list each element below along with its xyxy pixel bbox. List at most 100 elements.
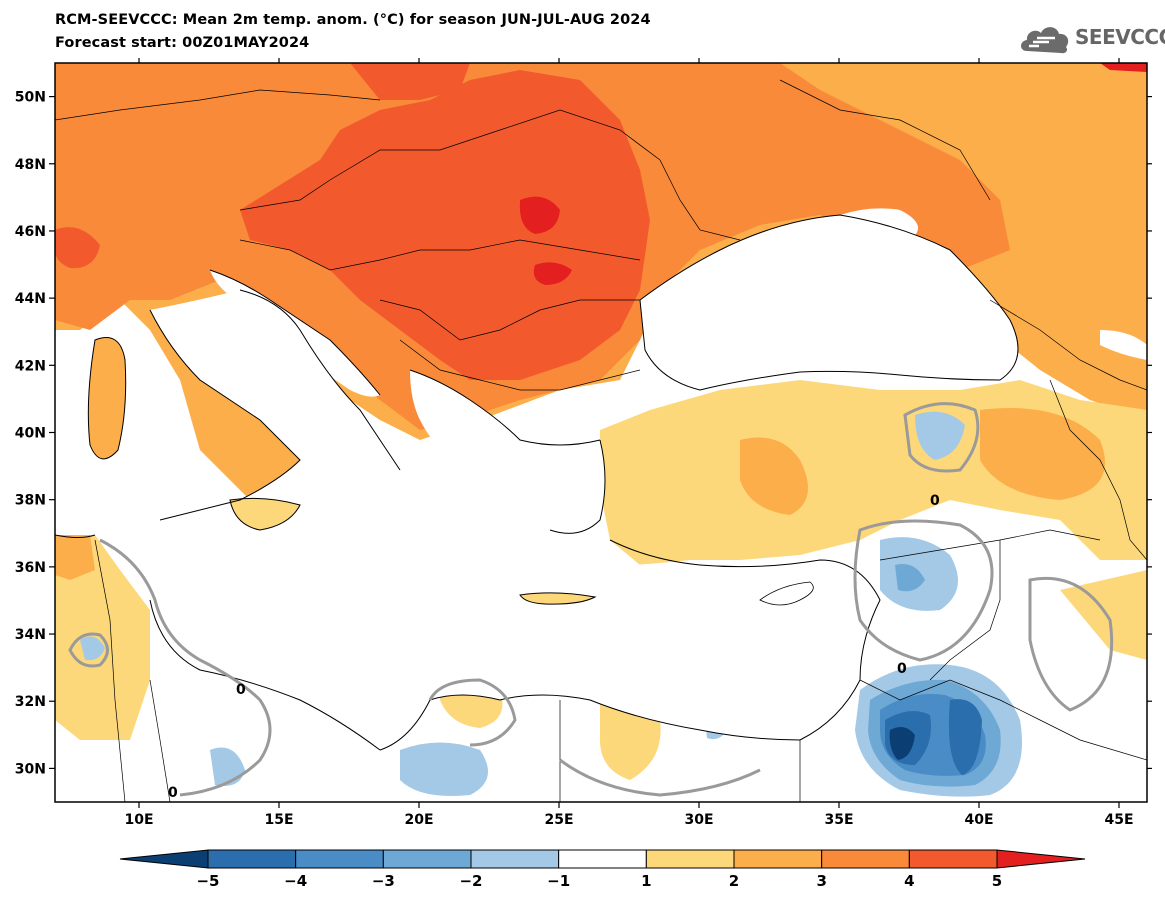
colorbar-label: −5 [196,872,219,890]
colorbar-label: 2 [729,872,739,890]
colorbar-label: 5 [992,872,1002,890]
levant-coast [609,539,881,741]
border-algeria-tunisia [94,539,126,802]
sicily [230,498,300,530]
colorbar-label: 3 [816,872,826,890]
lon-tick-label: 30E [684,812,713,828]
colorbar-segment-min [119,849,209,869]
lon-tick-label: 40E [964,812,993,828]
anomaly-band-2-3-sardinia [88,337,126,459]
anomaly-band-4-5 [240,70,650,380]
border-iran [1049,379,1147,561]
anomaly-band-lt-neg5 [889,726,915,760]
anomaly-band-2-3-anatolia-b [980,408,1105,500]
seevccc-logo: SEEVCCC [1017,19,1165,59]
border-syria-iraq [929,540,1001,681]
colorbar-segment-max [996,849,1086,869]
anomaly-fields [55,63,1147,802]
colorbar-segment [295,849,384,869]
zero-contour-turkey [903,402,980,473]
anomaly-band-4-5-north [350,63,470,100]
lat-tick-label: 38N [15,493,46,509]
black-sea-coast [639,214,1019,391]
lat-tick-label: 48N [15,157,46,173]
mediterranean-sea [146,290,880,750]
colorbar-segment [382,849,472,869]
anomaly-band-gt5-b [533,262,572,285]
border-balkan-b [399,339,641,391]
zero-contour-libya [428,678,517,747]
anomaly-band-neg2-neg1-tunisia [80,636,105,661]
colorbar-label: 4 [904,872,914,890]
anomaly-band-gt5-c [1100,63,1147,72]
colorbar-label: −3 [372,872,395,890]
zero-contour-syria [853,519,994,662]
border-caucasus [989,299,1147,391]
country-borders [55,79,1147,802]
sea-of-azov [840,208,918,240]
crete [520,592,595,605]
colorbar-label: −2 [459,872,482,890]
colorbar-label: −1 [547,872,570,890]
cloud-icon [1021,27,1069,54]
anomaly-band-4-5-west [55,227,100,269]
lat-tick-label: 30N [15,761,46,777]
zero-label-2: 0 [930,493,940,509]
greece-north-coast [409,369,601,446]
border-tunisia-libya [149,679,171,802]
border-jordan [859,679,1147,761]
lon-tick-label: 35E [824,812,853,828]
sicily-coast [229,497,301,531]
colorbar-label: −4 [284,872,307,890]
border-balkan-a [379,299,640,341]
zero-label-1: 0 [236,682,246,698]
border-east-a [619,129,741,241]
adriatic-sea [210,270,380,397]
colorbar-segment [558,849,647,869]
colorbar: −5 −4 −3 −2 −1 1 2 3 4 5 [119,849,1086,890]
italy-coast-west [149,309,301,521]
logo-text: SEEVCCC [1075,25,1165,49]
lon-tick-label: 20E [404,812,433,828]
adriatic-east-coast [209,269,381,396]
zero-contour-tunisia [99,538,272,797]
lat-tick-label: 32N [15,694,46,710]
zero-contours [68,402,1114,797]
zero-contour-egypt [559,758,761,797]
axis-ticks: 10E 15E 20E 25E 30E 35E 40E 45E 50N 48N 46N 44N 42N 4… [15,58,1152,828]
lat-tick-label: 34N [15,627,46,643]
zero-label-4: 0 [168,785,178,801]
coastlines [55,214,1019,751]
anomaly-band-neg2-neg1-west [210,747,245,786]
colorbar-segment [733,849,823,869]
caspian-fragment [1100,330,1147,360]
crete-coast [519,592,597,605]
sardinia-corsica-coast [87,337,127,460]
cyprus [759,581,814,606]
anomaly-band-neg2-neg1-turkey [915,411,965,460]
colorbar-segment [645,849,735,869]
anomaly-band-neg3-neg2-syria [895,564,925,592]
lon-tick-label: 45E [1104,812,1133,828]
border-central-a [239,109,621,211]
lat-tick-label: 42N [15,358,46,374]
tunisia-coast-north [55,534,96,538]
colorbar-segment [470,849,560,869]
border-central-b [239,239,641,271]
aegean-sea [410,370,605,534]
lat-tick-label: 44N [15,291,46,307]
lat-tick-label: 40N [15,426,46,442]
anomaly-band-1-2-iraq [1060,570,1147,660]
libya-egypt-coast [379,694,801,751]
turkey-west-coast [549,439,606,534]
anomaly-band-neg5-neg4-b [948,699,982,775]
border-east-b [779,79,991,201]
anomaly-band-2-3-anatolia-a [740,437,808,515]
map-title: RCM-SEEVCCC: Mean 2m temp. anom. (°C) fo… [55,12,651,28]
italy-coast-east [239,289,401,471]
zero-contour-iraq [1028,576,1114,712]
black-sea [640,215,1018,390]
lat-tick-label: 50N [15,90,46,106]
lon-tick-label: 15E [264,812,293,828]
